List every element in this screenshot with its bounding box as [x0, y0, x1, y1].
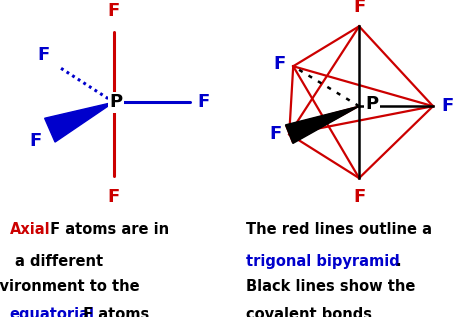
Text: F: F	[273, 55, 285, 73]
Text: F: F	[269, 125, 281, 143]
Text: P: P	[365, 95, 378, 113]
Text: F: F	[37, 46, 50, 64]
Text: .: .	[396, 254, 401, 268]
Text: F: F	[108, 188, 120, 206]
Text: a different: a different	[15, 254, 103, 268]
Text: F: F	[353, 188, 365, 206]
Polygon shape	[285, 106, 359, 143]
Text: environment to the: environment to the	[0, 279, 139, 294]
Text: trigonal bipyramid: trigonal bipyramid	[246, 254, 400, 268]
Text: P: P	[109, 93, 122, 111]
Text: F atoms are in: F atoms are in	[45, 222, 169, 237]
Text: Black lines show the: Black lines show the	[246, 279, 416, 294]
Text: equatorial: equatorial	[9, 307, 94, 317]
Polygon shape	[45, 102, 114, 142]
Text: F: F	[198, 93, 210, 111]
Text: F: F	[108, 2, 120, 20]
Text: F: F	[353, 0, 365, 16]
Text: F: F	[441, 97, 453, 115]
Text: F atoms: F atoms	[78, 307, 149, 317]
Text: covalent bonds: covalent bonds	[246, 307, 373, 317]
Text: The red lines outline a: The red lines outline a	[246, 222, 432, 237]
Text: F: F	[29, 132, 42, 150]
Polygon shape	[286, 106, 359, 143]
Text: Axial: Axial	[9, 222, 50, 237]
